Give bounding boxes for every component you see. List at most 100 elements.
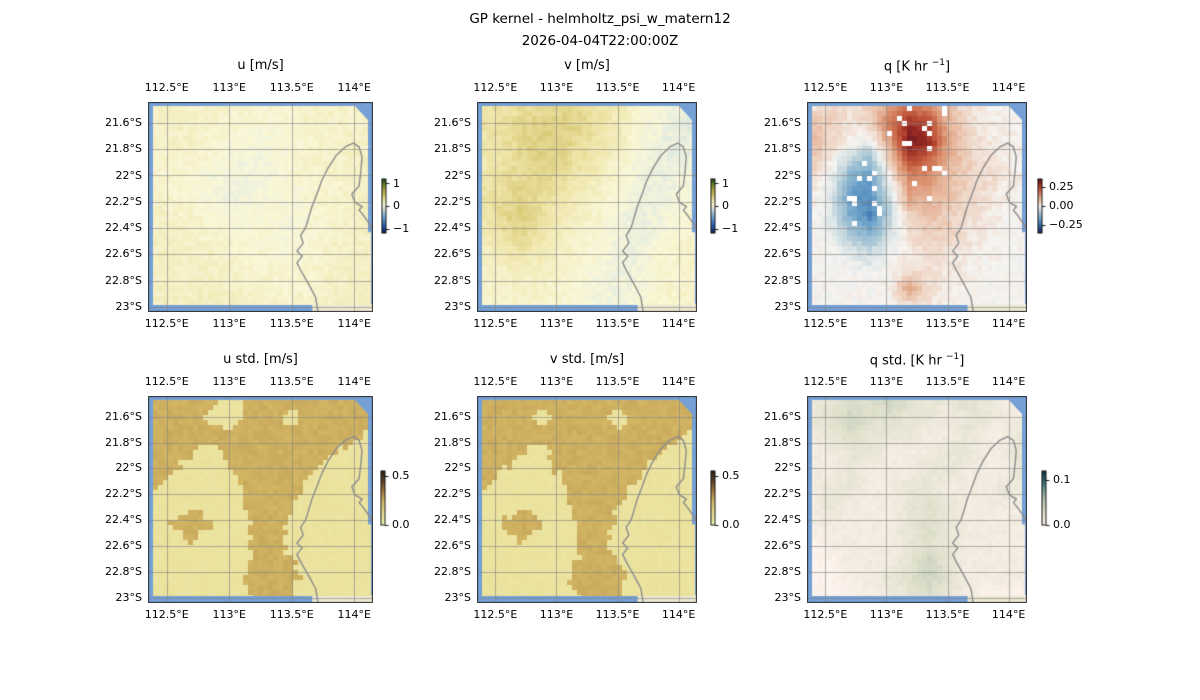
x-tick-label-top: 112.5°E (803, 375, 848, 388)
x-tick-label-bottom: 113.5°E (269, 317, 314, 330)
y-tick-label: 22.8°S (434, 564, 471, 578)
y-tick-label: 21.8°S (434, 142, 471, 156)
x-tick-label-top: 113°E (212, 81, 246, 94)
panel-title-q: q [K hr −1] (807, 58, 1027, 74)
heatmap-v (477, 102, 697, 312)
y-tick-label: 22.8°S (105, 564, 142, 578)
x-tick-label-bottom: 113.5°E (269, 608, 314, 621)
x-tick-label-bottom: 113°E (212, 608, 246, 621)
colorbar-tick-label: 0.0 (392, 518, 410, 531)
x-tick-label-top: 113°E (212, 375, 246, 388)
x-tick-label-top: 114°E (661, 375, 696, 388)
y-tick-label: 22.8°S (105, 273, 142, 287)
y-tick-label: 22.6°S (434, 247, 471, 261)
panel-title-superscript: −1 (931, 58, 946, 68)
x-tick-label-bottom: 112.5°E (144, 608, 189, 621)
x-tick-label-bottom: 114°E (991, 608, 1026, 621)
x-tick-label-bottom: 113.5°E (595, 608, 640, 621)
y-tick-label: 22.4°S (434, 221, 471, 234)
y-tick-label: 22.8°S (434, 273, 471, 287)
y-tick-label: 22.2°S (764, 194, 801, 208)
x-tick-label-top: 113°E (539, 81, 574, 94)
colorbar-tick-label: 0 (722, 199, 729, 212)
x-tick-label-bottom: 112.5°E (144, 317, 189, 330)
panel-title-q_std: q std. [K hr −1] (807, 352, 1027, 368)
y-tick-label: 23°S (774, 299, 801, 313)
y-tick-label: 21.6°S (434, 409, 471, 423)
y-tick-label: 21.8°S (105, 142, 142, 156)
y-tick-label: 21.6°S (105, 409, 142, 423)
colorbar-q (1037, 177, 1049, 235)
y-tick-label: 22.8°S (764, 273, 801, 287)
heatmap-q (807, 102, 1027, 312)
x-tick-label-bottom: 112.5°E (803, 317, 848, 330)
x-tick-label-bottom: 113°E (539, 608, 574, 621)
x-tick-label-bottom: 113.5°E (595, 317, 640, 330)
colorbar-tick-label: 1 (393, 176, 400, 190)
x-tick-label-top: 113.5°E (269, 81, 314, 94)
x-tick-label-top: 113.5°E (925, 375, 970, 388)
colorbar-tick-label: 0.1 (1053, 473, 1071, 486)
colorbar-v (710, 177, 722, 235)
colorbar-tick-label: 0.5 (722, 468, 740, 482)
x-tick-label-bottom: 113°E (869, 608, 904, 621)
y-tick-label: 21.6°S (764, 409, 801, 423)
y-tick-label: 22.4°S (764, 513, 801, 527)
colorbar-tick-label: −1 (722, 221, 739, 235)
panel-title-text-end: ] (959, 353, 965, 369)
x-tick-label-top: 114°E (337, 375, 371, 388)
y-tick-label: 22°S (115, 461, 142, 475)
colorbar-tick-label: 0.00 (1049, 199, 1074, 212)
x-tick-label-top: 113°E (539, 375, 574, 388)
x-tick-label-bottom: 112.5°E (803, 608, 848, 621)
y-tick-label: 23°S (444, 299, 471, 313)
x-tick-label-bottom: 114°E (337, 608, 371, 621)
colorbar-q_std (1041, 469, 1053, 527)
x-tick-label-top: 114°E (991, 375, 1026, 388)
y-tick-label: 22°S (115, 168, 142, 182)
x-tick-label-top: 112.5°E (473, 81, 518, 94)
x-tick-label-bottom: 113°E (539, 317, 574, 330)
panel-title-u_std: u std. [m/s] (148, 352, 373, 367)
panel-title-text: v [m/s] (564, 58, 610, 73)
y-tick-label: 23°S (774, 590, 801, 604)
y-tick-label: 22.2°S (764, 487, 801, 501)
figure-title: GP kernel - helmholtz_psi_w_matern12 (469, 11, 731, 27)
x-tick-label-bottom: 113°E (212, 317, 246, 330)
x-tick-label-top: 113°E (869, 81, 904, 94)
x-tick-label-top: 114°E (991, 81, 1026, 94)
y-tick-label: 22°S (774, 461, 801, 475)
x-tick-label-bottom: 113°E (869, 317, 904, 330)
panel-title-u: u [m/s] (148, 58, 373, 73)
panel-title-text-end: ] (945, 59, 951, 75)
x-tick-label-bottom: 114°E (337, 317, 371, 330)
panel-title-text: v std. [m/s] (549, 352, 625, 367)
colorbar-tick-label: −0.25 (1049, 218, 1083, 232)
x-tick-label-bottom: 114°E (991, 317, 1026, 330)
y-tick-label: 22.4°S (434, 513, 471, 527)
y-tick-label: 22°S (444, 461, 471, 475)
heatmap-v_std (477, 396, 697, 603)
y-tick-label: 22.6°S (434, 539, 471, 553)
colorbar-tick-label: −1 (393, 221, 410, 235)
y-tick-label: 22.6°S (764, 539, 801, 553)
colorbar-v_std (710, 469, 722, 527)
y-tick-label: 22.2°S (434, 194, 471, 208)
y-tick-label: 23°S (115, 590, 142, 604)
panel-title-superscript: −1 (945, 352, 960, 362)
x-tick-label-top: 113.5°E (595, 375, 640, 388)
x-tick-label-top: 112.5°E (803, 81, 848, 94)
y-tick-label: 22.6°S (105, 539, 142, 553)
y-tick-label: 22.2°S (105, 487, 142, 501)
colorbar-u (381, 177, 393, 235)
heatmap-u (148, 102, 373, 312)
colorbar-u_std (380, 469, 392, 527)
y-tick-label: 22.8°S (764, 564, 801, 578)
y-tick-label: 22.6°S (105, 247, 142, 261)
y-tick-label: 22.4°S (764, 221, 801, 234)
colorbar-tick-label: 1 (722, 176, 729, 190)
x-tick-label-top: 114°E (661, 81, 696, 94)
x-tick-label-top: 114°E (337, 81, 371, 94)
x-tick-label-bottom: 114°E (661, 317, 696, 330)
